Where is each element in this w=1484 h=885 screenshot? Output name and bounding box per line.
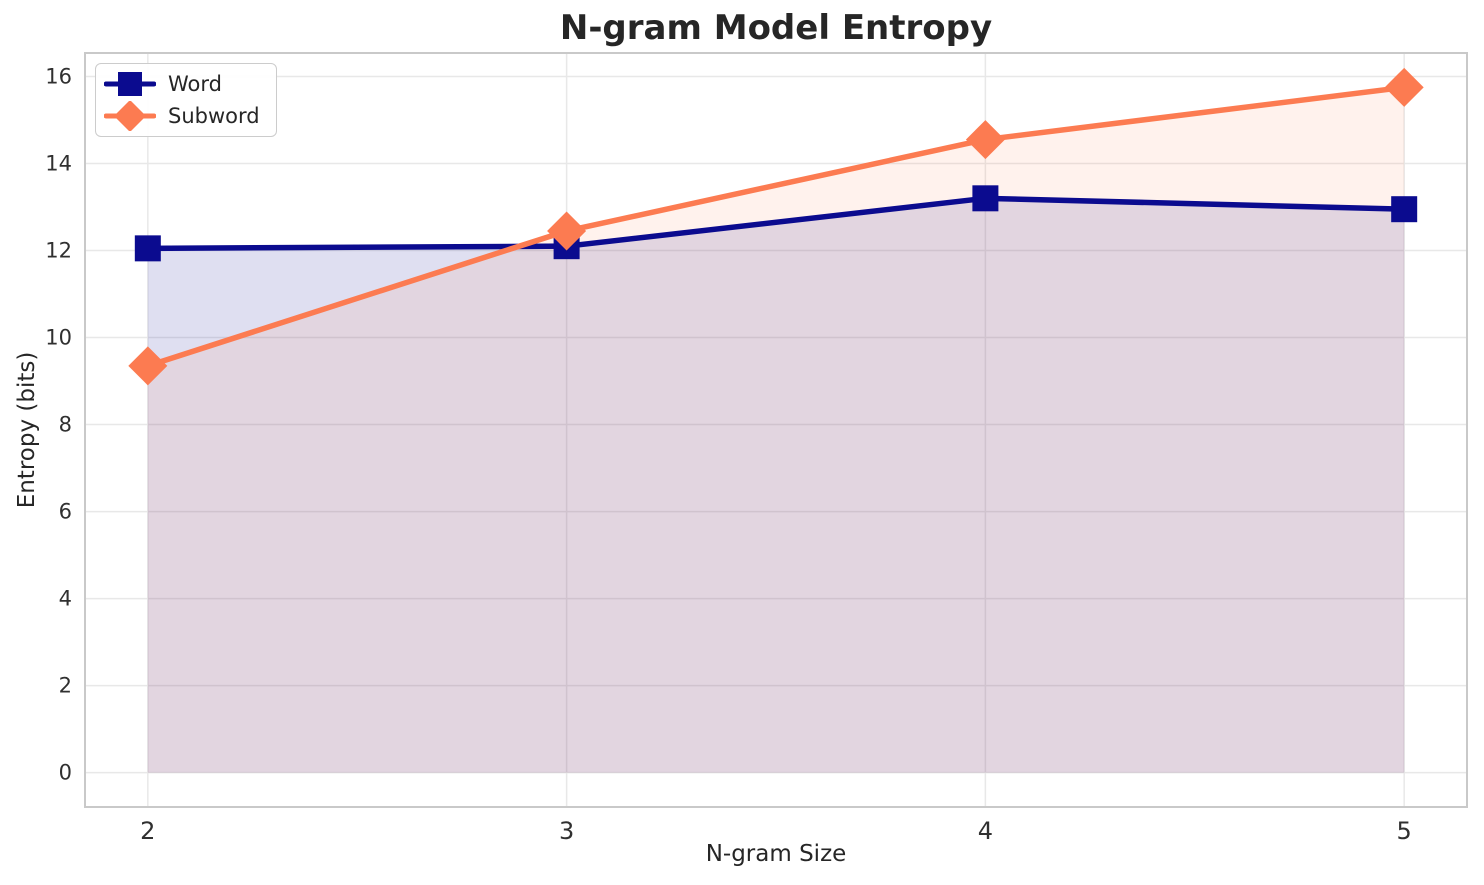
x-tick-label: 5	[1397, 817, 1412, 845]
y-tick-label: 4	[59, 587, 72, 611]
word-marker-square	[134, 235, 161, 262]
y-tick-label: 8	[59, 413, 72, 437]
legend-item-word: Word	[104, 69, 260, 99]
x-tick-label: 3	[559, 817, 574, 845]
word-marker-square	[972, 185, 999, 212]
plot-border	[84, 52, 1468, 808]
y-tick-label: 6	[59, 500, 72, 524]
y-axis-label: Entropy (bits)	[14, 351, 40, 509]
y-tick-label: 16	[45, 64, 72, 88]
subword-line	[145, 84, 1407, 369]
x-axis-label: N-gram Size	[705, 841, 847, 867]
y-tick-label: 2	[59, 674, 72, 698]
square-marker-icon	[104, 72, 156, 96]
word-marker-square	[1391, 196, 1418, 223]
subword-marker-diamond	[128, 346, 168, 386]
diamond-marker-icon	[104, 101, 156, 131]
y-tick-label: 10	[45, 326, 72, 350]
word-area-fill	[147, 198, 1405, 773]
word-line	[145, 195, 1407, 252]
subword-marker-diamond	[1384, 67, 1424, 107]
legend-label: Word	[168, 71, 222, 96]
x-tick-label: 2	[140, 817, 155, 845]
chart-title: N-gram Model Entropy	[559, 8, 993, 48]
y-tick-label: 14	[45, 152, 72, 176]
y-tick-label: 12	[45, 239, 72, 263]
legend: Word Subword	[95, 63, 277, 137]
subword-area-fill	[147, 87, 1405, 773]
subword-marker-diamond	[965, 120, 1005, 160]
subword-marker-diamond	[547, 211, 587, 251]
legend-item-subword: Subword	[104, 101, 260, 131]
y-tick-label: 0	[59, 761, 72, 785]
legend-label: Subword	[168, 103, 260, 128]
x-tick-label: 4	[978, 817, 993, 845]
